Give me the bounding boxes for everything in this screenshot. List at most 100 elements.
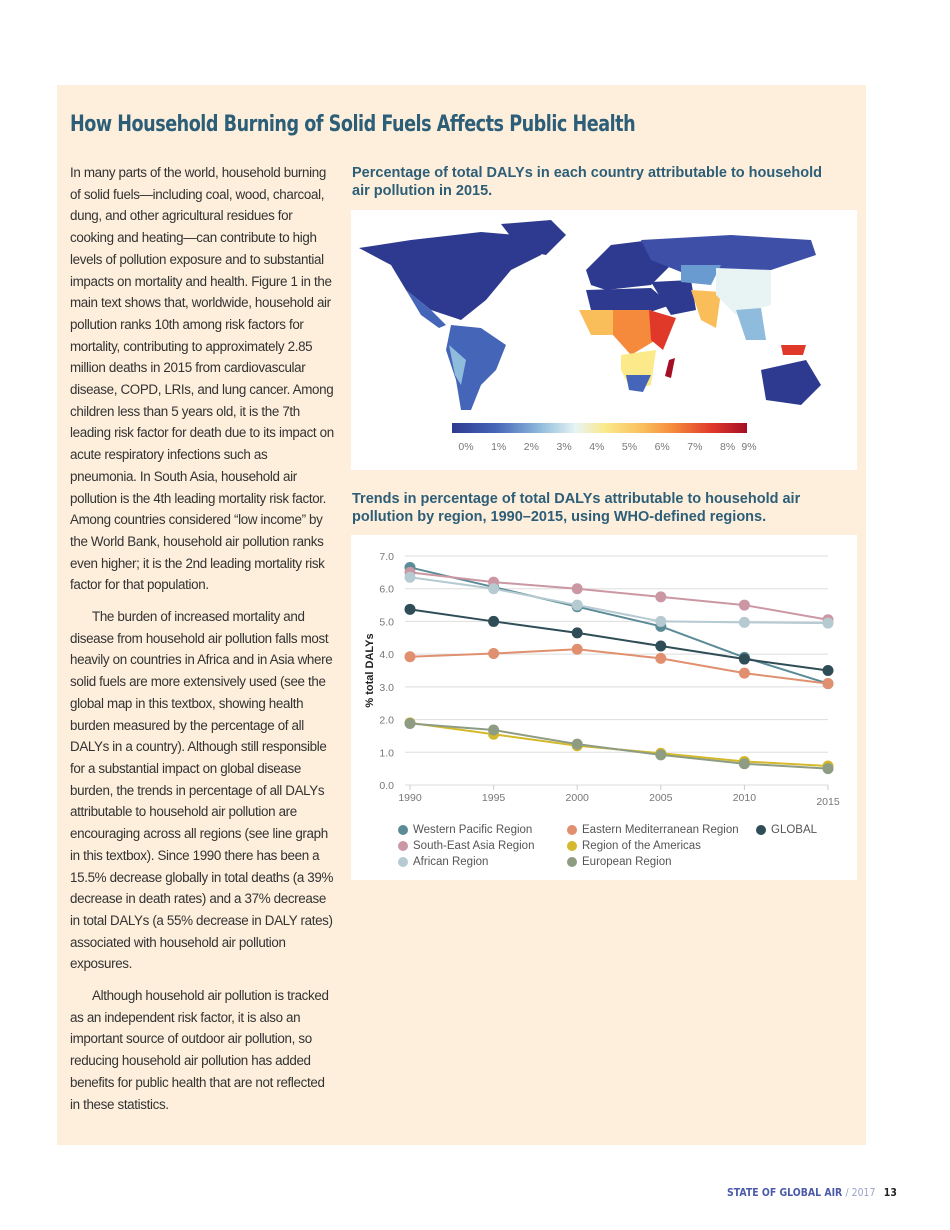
russia (641, 235, 816, 272)
legend-label: Western Pacific Region (413, 824, 533, 836)
legend-swatch (398, 841, 408, 851)
x-tick-label: 2015 (816, 796, 840, 808)
central-asia (681, 265, 721, 285)
data-point (655, 640, 667, 652)
data-point (655, 749, 667, 761)
data-point (404, 603, 416, 615)
line-chart: 0.0 1.0 2.0 3.0 4.0 5.0 6.0 7.0 1990 1995 2000 2005… (351, 535, 857, 880)
scale-label: 0% (458, 441, 473, 453)
andes (449, 345, 466, 385)
east-africa (649, 310, 676, 350)
north-america (359, 232, 551, 320)
y-tick-label: 5.0 (379, 616, 394, 628)
data-point (488, 724, 500, 736)
x-tick-label: 2005 (649, 792, 673, 804)
papua (781, 345, 806, 355)
data-point (738, 599, 750, 611)
x-tick-label: 1995 (482, 792, 506, 804)
data-point (404, 651, 416, 663)
legend-item: European Region (567, 856, 672, 868)
color-scale-labels: 0% 1% 2% 3% 4% 5% 6% 7% 8% 9% (458, 441, 756, 453)
data-point (571, 599, 583, 611)
series-line (409, 608, 829, 672)
y-axis-label: % total DALYs (364, 633, 376, 707)
legend-item: South-East Asia Region (398, 840, 534, 852)
y-tick-label: 4.0 (379, 649, 394, 661)
west-africa (579, 310, 619, 335)
y-tick-label: 7.0 (379, 551, 394, 563)
scale-label: 6% (655, 441, 670, 453)
publication-name: STATE OF GLOBAL AIR (727, 1186, 843, 1199)
chart-title: Trends in percentage of total DALYs attr… (352, 491, 801, 525)
x-tick-label: 1990 (398, 792, 422, 804)
legend-swatch (567, 857, 577, 867)
data-point (822, 763, 834, 775)
data-point (822, 665, 834, 676)
middle-east (651, 280, 696, 315)
page-title: How Household Burning of Solid Fuels Aff… (70, 112, 636, 137)
world-map-svg: 0% 1% 2% 3% 4% 5% 6% 7% 8% 9% (359, 220, 821, 453)
paragraph: The burden of increased mortality and di… (70, 609, 334, 972)
data-point (404, 717, 416, 729)
data-point (488, 615, 500, 627)
world-map: 0% 1% 2% 3% 4% 5% 6% 7% 8% 9% (351, 210, 857, 470)
data-point (488, 647, 500, 659)
data-point (738, 653, 750, 665)
scale-label: 2% (524, 441, 539, 453)
scale-label: 7% (687, 441, 702, 453)
madagascar (665, 358, 675, 378)
legend-item: Western Pacific Region (398, 824, 532, 836)
legend-item: African Region (398, 856, 488, 868)
legend-swatch (567, 825, 577, 835)
data-point (571, 738, 583, 750)
scale-label: 8% (720, 441, 735, 453)
series-eastern-mediterranean-region (404, 643, 834, 690)
southeast-asia (736, 308, 766, 340)
series-western-pacific-region (404, 561, 834, 690)
series-line (409, 576, 829, 625)
publication-year: / 2017 (845, 1186, 876, 1199)
north-africa (586, 288, 671, 315)
china (716, 268, 771, 315)
line-chart-svg: 0.0 1.0 2.0 3.0 4.0 5.0 6.0 7.0 1990 1995 2000 2005… (364, 551, 840, 808)
scale-label: 4% (589, 441, 604, 453)
data-point (404, 571, 416, 583)
series-line (409, 722, 829, 770)
data-point (738, 758, 750, 770)
data-point (571, 643, 583, 655)
legend-label: South-East Asia Region (413, 840, 535, 852)
scale-label: 9% (741, 441, 756, 453)
legend-item: Region of the Americas (567, 840, 701, 852)
series-european-region (404, 717, 834, 775)
continents (359, 220, 821, 410)
map-title: Percentage of total DALYs in each countr… (352, 165, 822, 199)
legend-swatch (398, 857, 408, 867)
y-tick-label: 3.0 (379, 682, 394, 694)
y-tick-label: 1.0 (379, 747, 394, 759)
series-line (409, 648, 829, 685)
series-line (409, 571, 829, 621)
south-africa (626, 375, 651, 392)
legend-label: European Region (582, 856, 672, 868)
legend-item: Eastern Mediterranean Region (567, 824, 739, 836)
x-tick-label: 2010 (733, 792, 757, 804)
data-point (738, 667, 750, 679)
legend-swatch (756, 825, 766, 835)
data-point (822, 617, 834, 629)
body-text: In many parts of the world, household bu… (70, 162, 334, 1115)
legend-item: GLOBAL (756, 824, 817, 836)
data-point (822, 678, 834, 690)
paragraph: Although household air pollution is trac… (70, 988, 329, 1112)
data-point (571, 583, 583, 595)
mexico-central-america (406, 290, 446, 328)
paragraph: In many parts of the world, household bu… (70, 165, 334, 593)
australia (761, 360, 821, 405)
data-point (655, 615, 667, 627)
legend-label: GLOBAL (771, 824, 818, 836)
legend-swatch (398, 825, 408, 835)
data-point (655, 591, 667, 603)
color-scale-bar (452, 423, 747, 433)
y-tick-label: 2.0 (379, 715, 394, 727)
data-point (571, 627, 583, 639)
central-africa (613, 310, 656, 355)
